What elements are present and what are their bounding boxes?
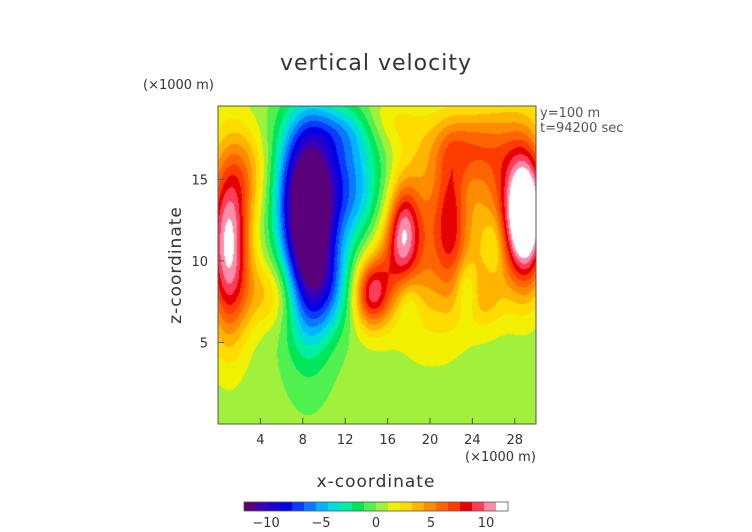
y-axis: 5 10 15 <box>191 173 224 351</box>
colorbar-swatch <box>436 502 449 511</box>
colorbar-swatch <box>496 502 509 511</box>
x-axis-label: x-coordinate <box>317 472 436 492</box>
x-tick-label: 28 <box>507 433 524 448</box>
colorbar-swatch <box>280 502 293 511</box>
colorbar-swatch <box>484 502 497 511</box>
colorbar-swatch <box>268 502 281 511</box>
colorbar-tick-label: 0 <box>372 516 380 531</box>
colorbar-swatch <box>424 502 437 511</box>
x-tick-label: 16 <box>379 433 396 448</box>
y-tick-label: 10 <box>191 255 208 270</box>
x-tick-label: 8 <box>299 433 307 448</box>
y-tick-label: 5 <box>200 336 208 351</box>
y-axis-unit: (×1000 m) <box>143 78 214 93</box>
plot-frame <box>217 105 537 425</box>
colorbar-swatch <box>400 502 413 511</box>
colorbar-swatch <box>472 502 485 511</box>
y-tick-label: 15 <box>191 173 208 188</box>
heatmap-field <box>218 106 536 424</box>
heatmap-plot-area <box>217 105 537 425</box>
chart-title: vertical velocity <box>280 51 472 76</box>
colorbar-swatch <box>304 502 317 511</box>
x-axis: 4 8 12 16 20 24 28 <box>256 418 523 448</box>
x-tick-label: 12 <box>337 433 354 448</box>
colorbar-tick-label: 5 <box>427 516 435 531</box>
x-tick-label: 4 <box>256 433 264 448</box>
info-time: t=94200 sec <box>540 121 623 136</box>
colorbar-swatch <box>244 502 257 511</box>
colorbar: −10 −5 0 5 10 <box>243 501 509 531</box>
x-tick-label: 24 <box>464 433 481 448</box>
colorbar-swatch <box>328 502 341 511</box>
colorbar-swatch <box>364 502 377 511</box>
colorbar-swatch <box>316 502 329 511</box>
colorbar-swatch <box>256 502 269 511</box>
x-tick-label: 20 <box>422 433 439 448</box>
colorbar-swatch <box>340 502 353 511</box>
colorbar-swatch <box>352 502 365 511</box>
colorbar-swatch <box>460 502 473 511</box>
colorbar-tick-label: 10 <box>478 516 495 531</box>
colorbar-frame <box>243 501 509 512</box>
colorbar-swatch <box>292 502 305 511</box>
colorbar-tick-label: −10 <box>252 516 279 531</box>
colorbar-tick-label: −5 <box>311 516 330 531</box>
colorbar-swatch <box>388 502 401 511</box>
x-axis-unit: (×1000 m) <box>465 450 536 465</box>
colorbar-swatch <box>412 502 425 511</box>
info-y-position: y=100 m <box>540 106 600 121</box>
colorbar-swatch <box>448 502 461 511</box>
y-axis-label: z-coordinate <box>166 206 186 324</box>
colorbar-swatch <box>376 502 389 511</box>
